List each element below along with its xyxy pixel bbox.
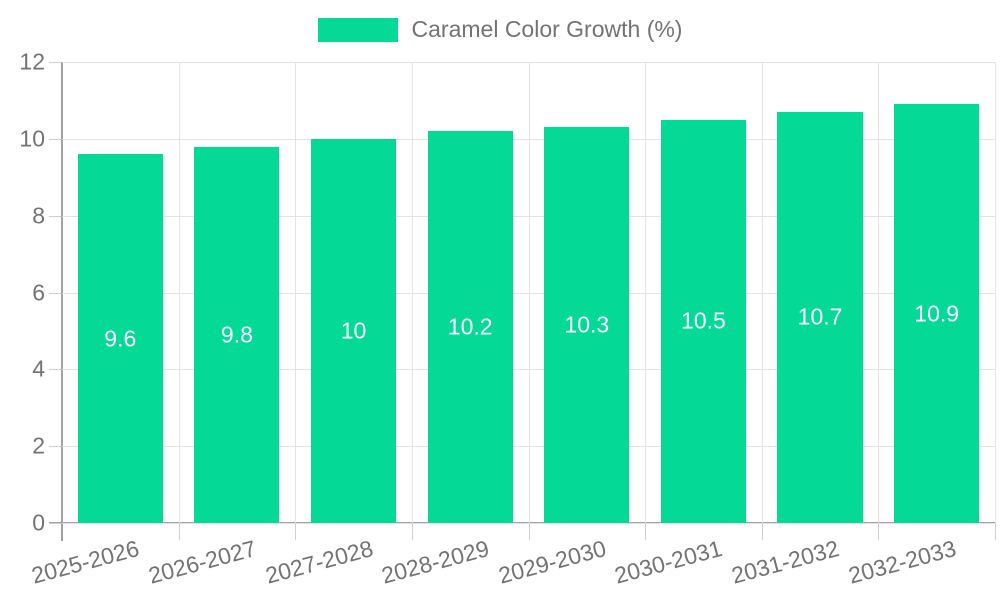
y-tick-mark [49, 138, 61, 140]
y-axis-tick-label: 12 [19, 48, 45, 75]
y-axis-tick-label: 10 [19, 125, 45, 152]
y-axis-tick-label: 4 [32, 355, 45, 382]
bar[interactable]: 10.2 [427, 131, 513, 523]
x-tick-mark [761, 523, 763, 540]
v-gridline [178, 62, 180, 523]
bar[interactable]: 10.5 [660, 119, 746, 523]
bar-value-label: 9.8 [220, 321, 253, 348]
y-axis-tick-label: 2 [32, 432, 45, 459]
bar[interactable]: 10 [310, 138, 397, 523]
v-gridline [411, 62, 413, 523]
bar-value-label: 9.6 [104, 325, 137, 352]
bar[interactable]: 9.6 [77, 154, 163, 523]
legend[interactable]: Caramel Color Growth (%) [0, 16, 1000, 43]
y-axis-line [61, 62, 63, 541]
y-tick-mark [49, 292, 61, 294]
bar-value-label: 10.7 [797, 303, 843, 330]
y-tick-mark [49, 369, 61, 371]
y-tick-mark [49, 446, 61, 448]
bar-value-label: 10.2 [447, 313, 493, 340]
bar[interactable]: 10.3 [544, 127, 630, 523]
v-gridline [295, 62, 297, 523]
y-tick-mark [49, 62, 61, 63]
bar-value-label: 10.5 [681, 307, 726, 334]
bar[interactable]: 10.9 [894, 104, 980, 523]
x-tick-mark [528, 523, 530, 540]
bar[interactable]: 10.7 [777, 111, 863, 523]
x-tick-mark [878, 523, 880, 540]
y-axis-tick-label: 6 [32, 279, 45, 305]
bar-value-label: 10 [340, 317, 367, 344]
v-gridline [761, 62, 763, 523]
x-tick-mark [178, 523, 180, 540]
v-gridline [878, 62, 880, 523]
y-axis-tick-label: 8 [32, 202, 45, 229]
plot-area: 0 2 4 6 8 10 12 9.6 2025-2026 9.8 2026-2027 10 2027-… [19, 49, 996, 589]
x-tick-mark [645, 523, 647, 540]
y-tick-mark [49, 523, 61, 524]
y-tick-mark [49, 215, 61, 217]
bar[interactable]: 9.8 [194, 146, 280, 523]
x-tick-mark [995, 523, 996, 540]
bar-value-label: 10.9 [914, 300, 960, 327]
y-axis-tick-label: 0 [32, 509, 45, 536]
legend-label: Caramel Color Growth (%) [411, 16, 683, 42]
v-gridline [645, 62, 647, 523]
legend-swatch [317, 17, 398, 42]
x-tick-mark [411, 523, 413, 540]
v-gridline [995, 62, 996, 523]
x-tick-mark [295, 523, 297, 540]
bar-value-label: 10.3 [564, 311, 610, 338]
v-gridline [528, 62, 530, 523]
